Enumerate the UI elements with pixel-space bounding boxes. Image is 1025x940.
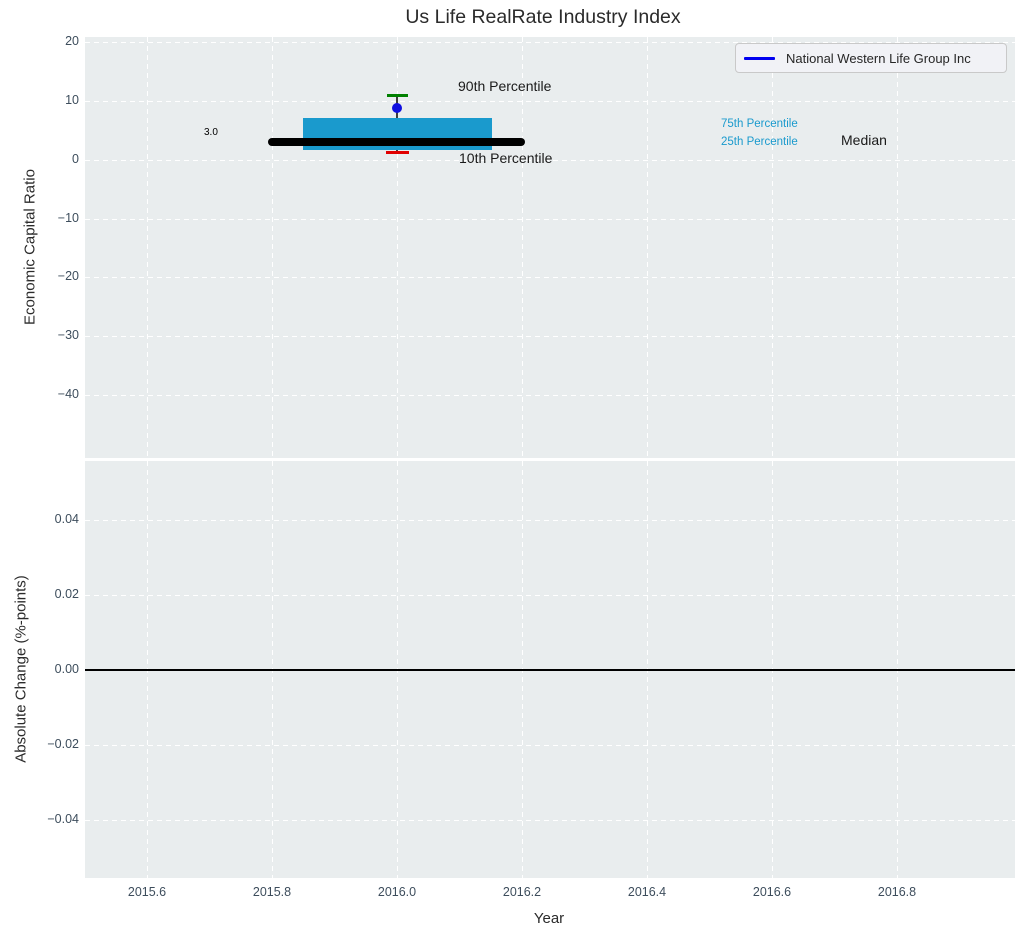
gridline-h <box>85 595 1015 596</box>
gridline-v <box>897 37 898 458</box>
y-tick-label: 10 <box>65 93 79 107</box>
legend-label: National Western Life Group Inc <box>786 50 971 66</box>
gridline-h <box>85 336 1015 337</box>
top-plot-area: 90th Percentile 10th Percentile 75th Per… <box>85 37 1015 458</box>
annotation-75th-percentile: 75th Percentile <box>721 118 798 130</box>
x-tick-label: 2016.2 <box>502 885 542 899</box>
gridline-v <box>272 37 273 458</box>
bottom-plot-area <box>85 461 1015 878</box>
y-axis-label-top: Economic Capital Ratio <box>21 169 39 325</box>
y-tick-label: −40 <box>57 387 79 401</box>
gridline-v <box>772 37 773 458</box>
gridline-h <box>85 42 1015 43</box>
annotation-median: Median <box>841 132 887 148</box>
gridline-h <box>85 745 1015 746</box>
x-tick-label: 2015.6 <box>127 885 167 899</box>
gridline-v <box>147 37 148 458</box>
x-tick-label: 2016.8 <box>877 885 917 899</box>
y-tick-label: 0.00 <box>54 662 79 676</box>
annotation-median-value: 3.0 <box>204 127 218 138</box>
gridline-v <box>522 37 523 458</box>
cap-90th <box>387 94 408 97</box>
annotation-10th-percentile: 10th Percentile <box>459 150 553 166</box>
y-tick-label: −0.02 <box>47 737 79 751</box>
y-tick-label: 20 <box>65 34 79 48</box>
y-tick-label: 0.04 <box>54 512 79 526</box>
x-tick-label: 2016.6 <box>752 885 792 899</box>
annotation-25th-percentile: 25th Percentile <box>721 136 798 148</box>
y-tick-label: −10 <box>57 211 79 225</box>
median-line <box>268 138 525 146</box>
gridline-h <box>85 160 1015 161</box>
y-tick-label: 0.02 <box>54 587 79 601</box>
gridline-h <box>85 219 1015 220</box>
y-tick-label: 0 <box>72 152 79 166</box>
zero-line <box>85 669 1015 671</box>
gridline-h <box>85 820 1015 821</box>
x-tick-label: 2016.0 <box>377 885 417 899</box>
legend[interactable]: National Western Life Group Inc <box>735 43 1007 73</box>
gridline-h <box>85 101 1015 102</box>
chart-title: Us Life RealRate Industry Index <box>405 6 681 28</box>
company-point <box>392 103 402 113</box>
cap-10th <box>386 151 409 154</box>
gridline-v <box>647 37 648 458</box>
annotation-90th-percentile: 90th Percentile <box>458 78 552 94</box>
legend-line-icon <box>744 56 775 60</box>
gridline-v <box>397 37 398 458</box>
y-tick-label: −20 <box>57 269 79 283</box>
y-tick-label: −30 <box>57 328 79 342</box>
x-axis-label: Year <box>533 910 565 927</box>
x-tick-label: 2016.4 <box>627 885 667 899</box>
gridline-h <box>85 520 1015 521</box>
y-axis-label-bottom: Absolute Change (%-points) <box>12 575 30 763</box>
y-tick-label: −0.04 <box>47 812 79 826</box>
gridline-h <box>85 277 1015 278</box>
x-tick-label: 2015.8 <box>252 885 292 899</box>
gridline-h <box>85 395 1015 396</box>
